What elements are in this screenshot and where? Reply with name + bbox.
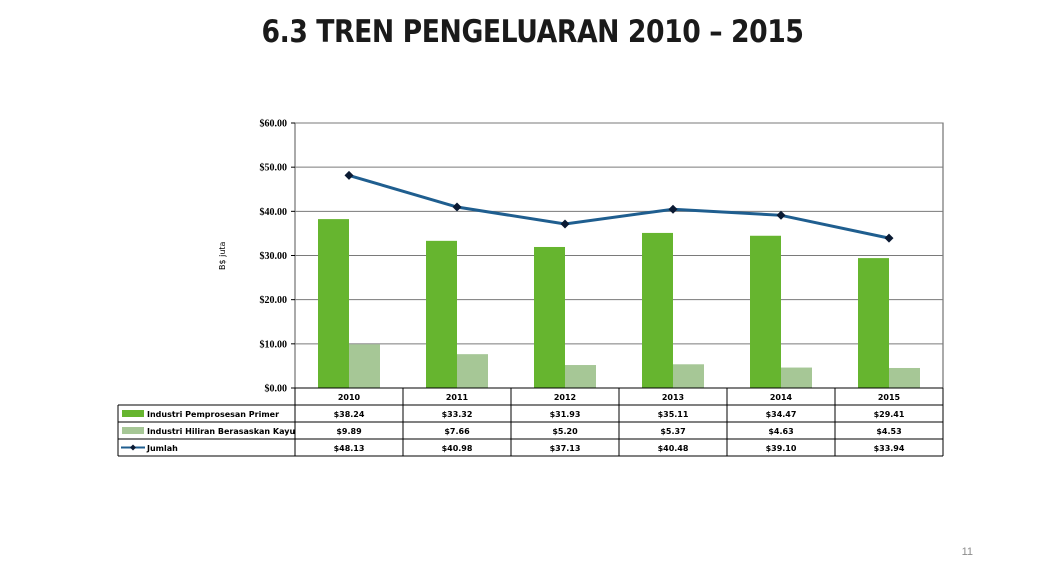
data-label: $7.66: [444, 427, 470, 436]
data-label: $39.10: [766, 444, 797, 453]
bar-industri-hiliran: [673, 364, 704, 388]
x-tick-label: 2012: [554, 393, 576, 402]
bar-industri-pemprosesan-primer: [318, 219, 349, 388]
legend-marker: [130, 444, 136, 451]
data-label: $4.53: [876, 427, 901, 436]
data-label: $40.48: [658, 444, 689, 453]
bar-industri-pemprosesan-primer: [858, 258, 889, 388]
bar-industri-pemprosesan-primer: [426, 240, 457, 388]
bar-industri-hiliran: [349, 344, 380, 388]
x-tick-label: 2010: [338, 393, 361, 402]
bar-industri-hiliran: [889, 367, 920, 388]
bar-industri-pemprosesan-primer: [642, 232, 673, 388]
legend-entry: Jumlah: [146, 444, 178, 453]
data-label: $4.63: [768, 427, 793, 436]
data-label: $9.89: [336, 427, 362, 436]
line-jumlah: [348, 173, 890, 240]
x-tick-label: 2013: [662, 393, 684, 402]
legend-swatch: [122, 410, 144, 417]
bar-industri-hiliran: [781, 367, 812, 388]
data-label: $5.20: [552, 427, 578, 436]
data-label: $33.94: [874, 444, 905, 453]
y-tick-label: $50.00: [260, 163, 288, 174]
y-tick-label: $0.00: [265, 384, 288, 395]
y-tick-label: $20.00: [260, 295, 288, 306]
legend-entry: Industri Pemprosesan Primer: [147, 410, 279, 419]
x-tick-label: 2015: [878, 393, 901, 402]
x-tick-label: 2011: [446, 393, 469, 402]
y-tick-label: $60.00: [260, 119, 288, 130]
y-tick-label: $10.00: [260, 339, 288, 350]
point-jumlah: [452, 202, 462, 212]
data-label: $5.37: [660, 427, 685, 436]
bar-industri-pemprosesan-primer: [750, 235, 781, 388]
x-tick-label: 2014: [770, 393, 793, 402]
page-number: 11: [961, 546, 973, 558]
y-tick-label: $30.00: [260, 251, 288, 262]
bar-industri-hiliran: [457, 354, 488, 388]
data-label: $35.11: [658, 410, 689, 419]
data-label: $33.32: [442, 410, 473, 419]
point-jumlah: [668, 204, 678, 214]
bar-industri-hiliran: [565, 365, 596, 388]
data-label: $48.13: [334, 444, 365, 453]
data-label: $34.47: [766, 410, 797, 419]
legend-entry: Industri Hiliran Berasaskan Kayu: [147, 427, 295, 436]
data-label: $38.24: [334, 410, 365, 419]
legend-swatch: [122, 427, 144, 434]
point-jumlah: [344, 170, 354, 180]
point-jumlah: [776, 210, 786, 220]
bar-industri-pemprosesan-primer: [534, 246, 565, 388]
page-title: 6.3 TREN PENGELUARAN 2010 – 2015: [261, 14, 804, 50]
data-label: $37.13: [550, 444, 581, 453]
data-label: $40.98: [442, 444, 473, 453]
data-label: $31.93: [550, 410, 581, 419]
y-tick-label: $40.00: [260, 207, 288, 218]
data-label: $29.41: [874, 410, 905, 419]
point-jumlah: [884, 233, 894, 243]
point-jumlah: [560, 219, 570, 229]
